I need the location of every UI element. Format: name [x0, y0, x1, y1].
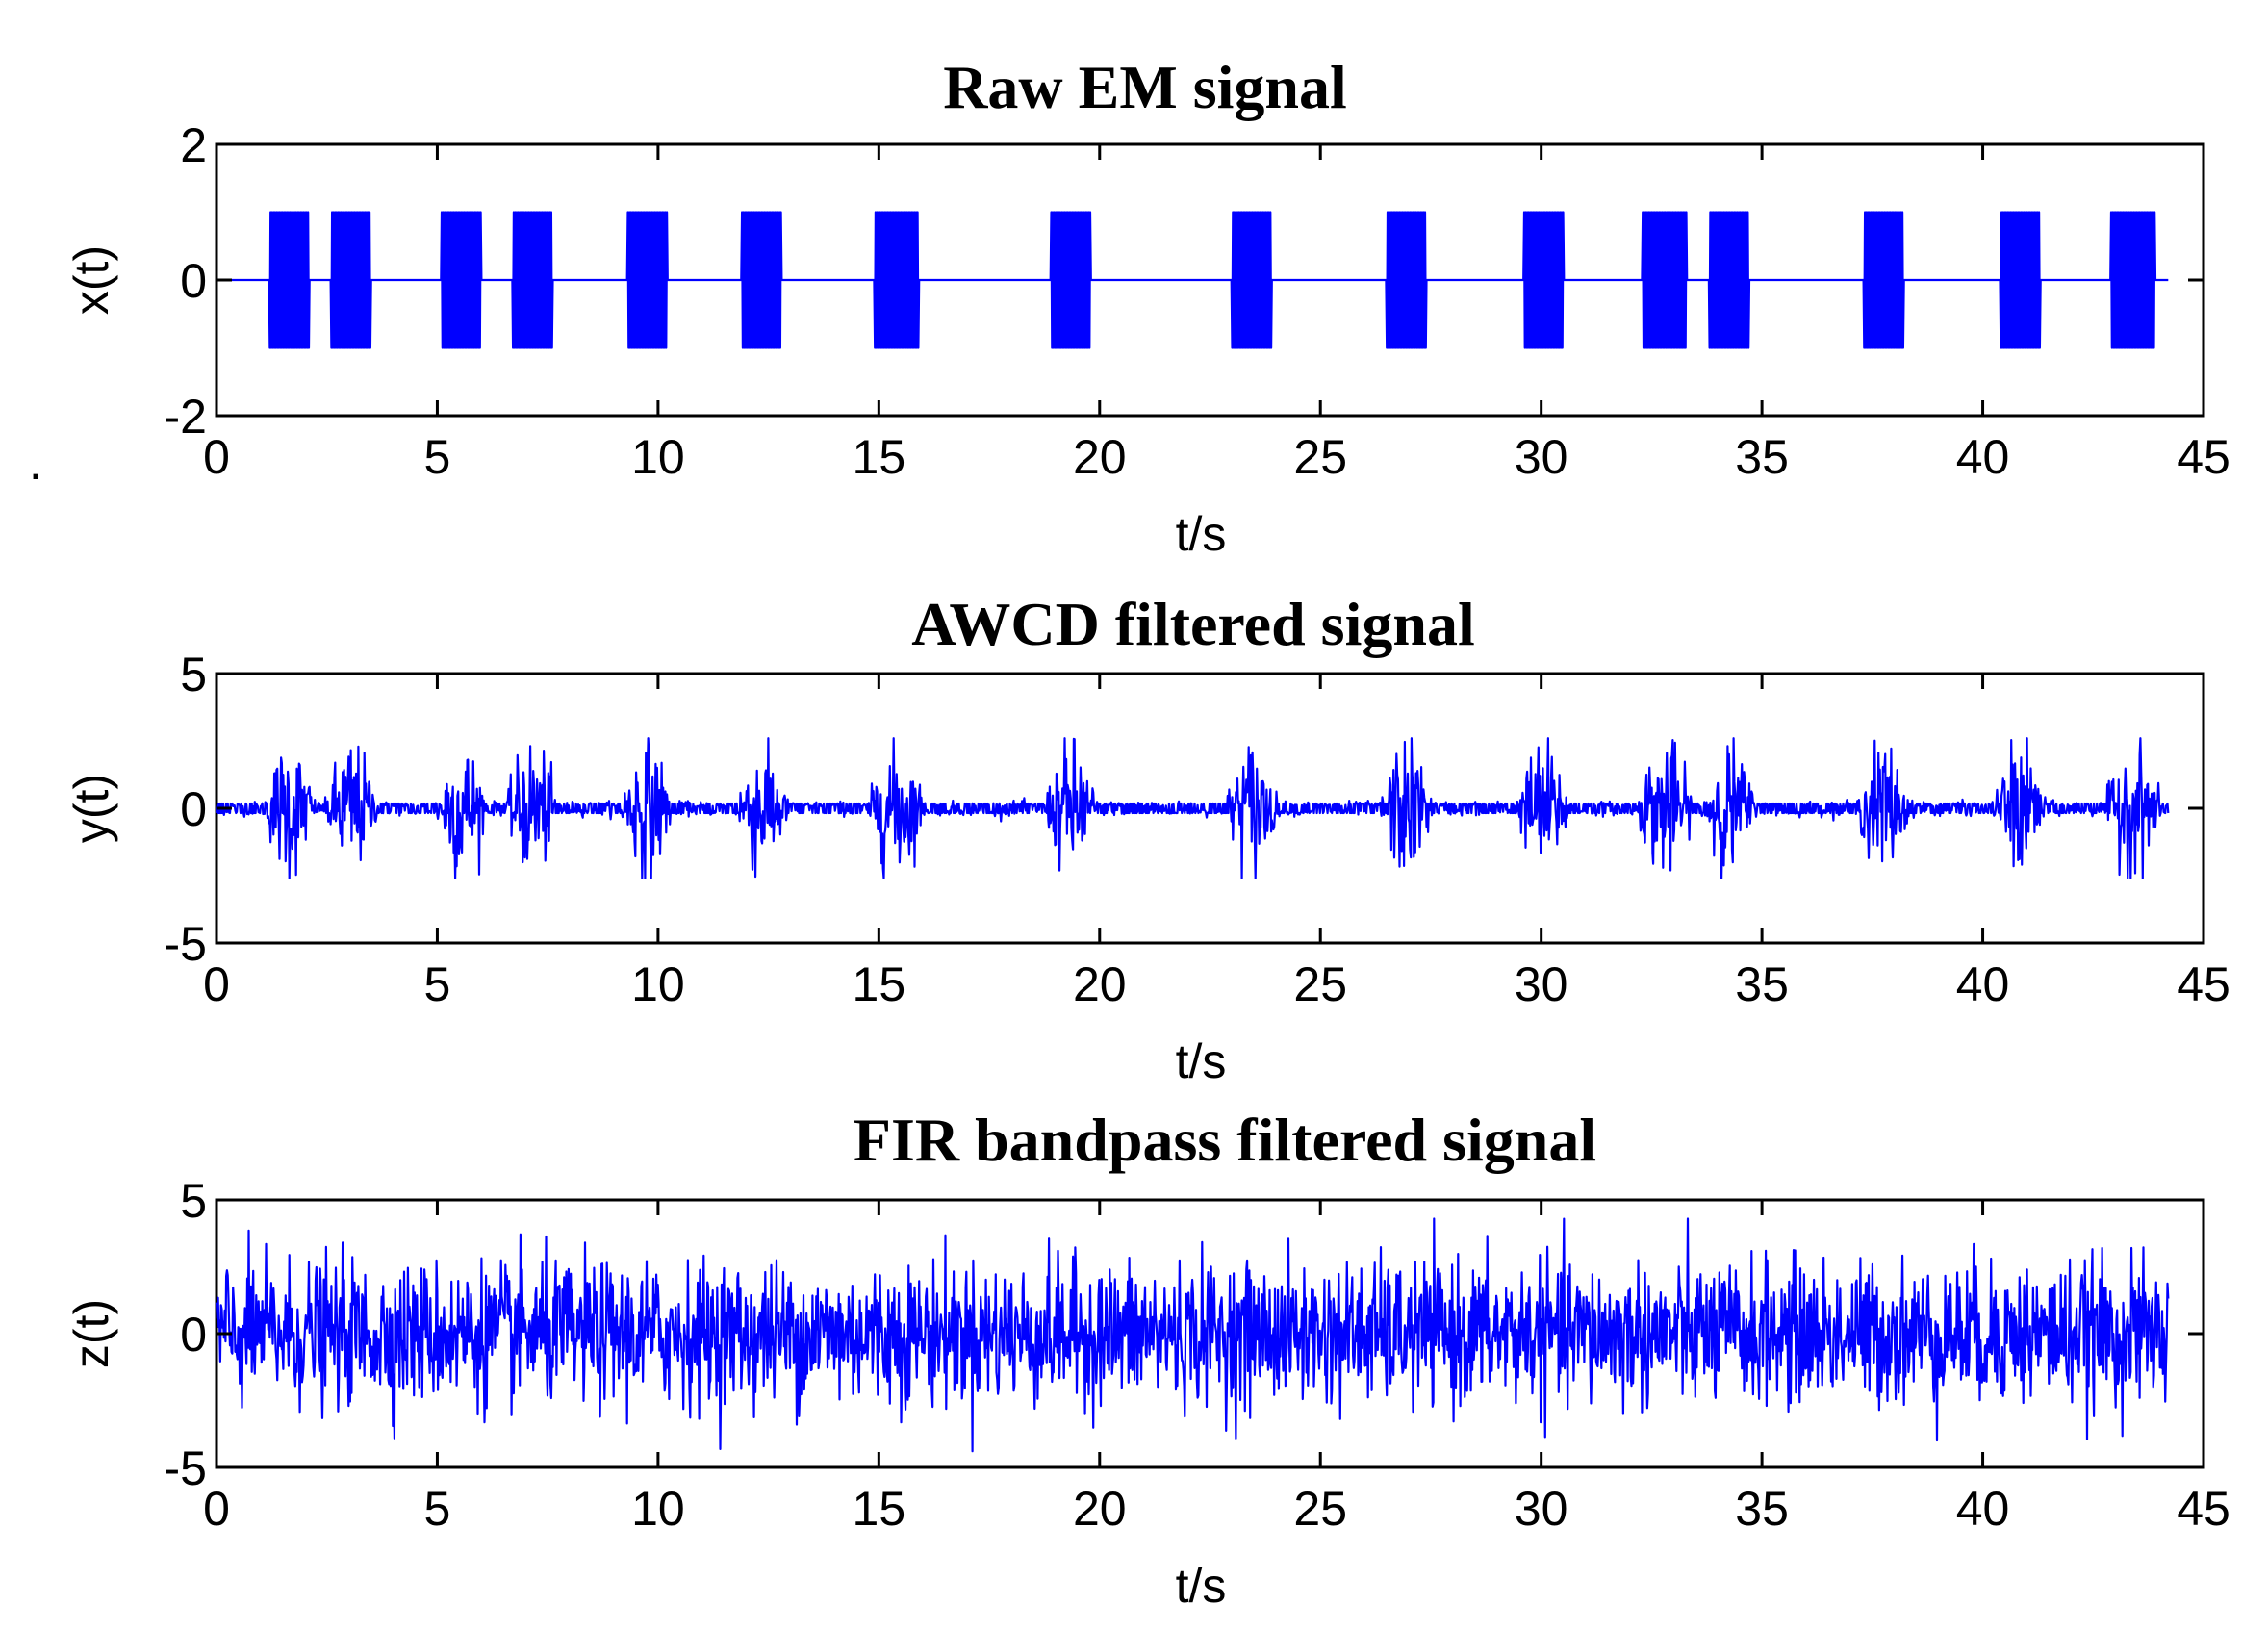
series-layer: [216, 211, 2169, 349]
x-tick-label: 40: [1956, 957, 2010, 1011]
x-tick-label: 15: [853, 1482, 906, 1536]
y-tick-label: 0: [180, 782, 207, 836]
x-tick-label: 25: [1293, 957, 1347, 1011]
x-tick-label: 5: [424, 430, 451, 484]
series-layer: [215, 1217, 2170, 1453]
chart-title: Raw EM signal: [943, 53, 1347, 121]
x-tick-label: 35: [1735, 957, 1789, 1011]
panel-fir: FIR bandpass filtered signal 0 5 10 15 20 25 3…: [64, 1106, 2230, 1613]
x-tick-label: 10: [631, 1482, 685, 1536]
y-tick-layer: -5 0 5: [165, 1174, 2204, 1495]
y-tick-layer: -5 0 5: [165, 648, 2204, 971]
x-tick-label: 30: [1515, 430, 1568, 484]
y-tick-layer: -2 0 2: [165, 118, 2204, 444]
y-tick-label: 0: [180, 1308, 207, 1362]
x-axis-label: t/s: [1176, 1559, 1227, 1613]
x-tick-label: 25: [1293, 1482, 1347, 1536]
y-tick-label: -5: [165, 917, 207, 971]
y-tick-label: 5: [180, 648, 207, 701]
y-tick-label: 0: [180, 254, 207, 308]
x-tick-label: 30: [1515, 957, 1568, 1011]
panel-raw-em: Raw EM signal 0 5 10 15 20 25 30 35 40 45 -202 t/…: [64, 53, 2230, 561]
x-tick-label: 15: [853, 957, 906, 1011]
x-tick-label: 40: [1956, 1482, 2010, 1536]
signal-line: [215, 1217, 2170, 1453]
chart-title: FIR bandpass filtered signal: [854, 1106, 1596, 1174]
x-tick-label: 20: [1073, 957, 1127, 1011]
x-tick-label: 10: [631, 957, 685, 1011]
x-axis-label: t/s: [1176, 507, 1227, 561]
x-tick-layer: 0 5 10 15 20 25 30 35 40 45: [203, 144, 2230, 484]
x-tick-label: 45: [2177, 957, 2230, 1011]
y-tick-label: -2: [165, 390, 207, 444]
x-tick-label: 30: [1515, 1482, 1568, 1536]
x-tick-label: 0: [203, 1482, 230, 1536]
x-tick-label: 20: [1073, 1482, 1127, 1536]
x-tick-label: 15: [853, 430, 906, 484]
panel-awcd: AWCD filtered signal 0 5 10 15 20 25 30 35 40 45 …: [64, 590, 2230, 1088]
y-axis-label: y(t): [64, 774, 118, 843]
series-layer: [215, 737, 2170, 879]
x-tick-label: 5: [424, 1482, 451, 1536]
x-tick-label: 35: [1735, 1482, 1789, 1536]
x-tick-label: 5: [424, 957, 451, 1011]
x-tick-layer: 0 5 10 15 20 25 30 35 40 45: [203, 1200, 2230, 1536]
x-tick-label: 0: [203, 957, 230, 1011]
y-tick-label: -5: [165, 1441, 207, 1495]
y-axis-label: x(t): [64, 245, 118, 315]
x-tick-label: 35: [1735, 430, 1789, 484]
signal-line: [216, 211, 2169, 349]
stray-dot: .: [29, 436, 42, 490]
x-tick-label: 45: [2177, 1482, 2230, 1536]
x-tick-label: 45: [2177, 430, 2230, 484]
x-tick-layer: 0 5 10 15 20 25 30 35 40 45: [203, 674, 2230, 1011]
chart-title: AWCD filtered signal: [911, 590, 1474, 658]
x-tick-label: 25: [1293, 430, 1347, 484]
x-tick-label: 40: [1956, 430, 2010, 484]
x-tick-label: 20: [1073, 430, 1127, 484]
signal-line: [215, 737, 2170, 879]
y-tick-label: 5: [180, 1174, 207, 1228]
y-tick-label: 2: [180, 118, 207, 172]
x-tick-label: 10: [631, 430, 685, 484]
x-axis-label: t/s: [1176, 1034, 1227, 1088]
y-axis-label: z(t): [64, 1299, 118, 1368]
x-tick-label: 0: [203, 430, 230, 484]
